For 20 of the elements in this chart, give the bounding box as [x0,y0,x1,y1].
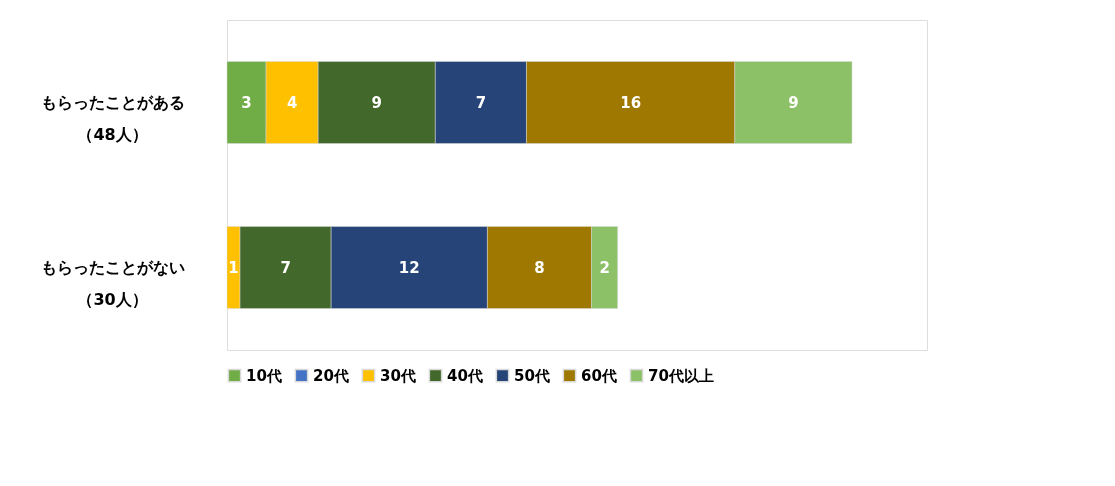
legend-label: 40代 [447,366,483,385]
data-label: 3 [241,93,252,112]
data-label: 9 [788,93,799,112]
data-label: 7 [280,258,291,277]
legend-label: 70代以上 [648,366,714,385]
data-label: 1 [228,258,239,277]
y-tick-label: もらったことがない（30人） [40,257,185,309]
data-label: 8 [534,258,545,277]
data-label: 4 [286,93,298,112]
data-label: 2 [599,258,610,277]
legend-label: 10代 [246,366,282,385]
y-tick-label: もらったことがある（48人） [40,92,185,144]
legend-label: 50代 [514,366,550,385]
legend-label: 20代 [313,366,349,385]
legend-label: 60代 [581,366,617,385]
data-label: 12 [398,258,420,277]
legend-label: 30代 [380,366,416,385]
data-label: 9 [371,93,382,112]
data-label: 16 [620,93,642,112]
data-label: 7 [475,93,487,112]
